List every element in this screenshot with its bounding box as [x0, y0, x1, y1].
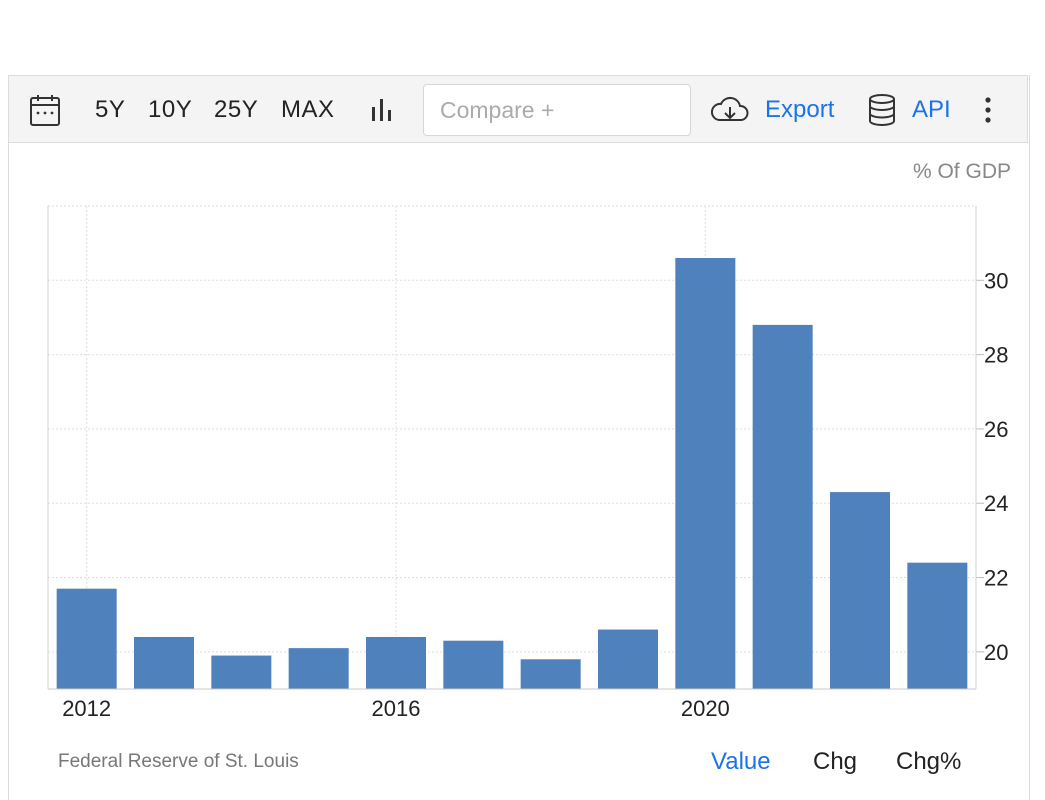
chart-frame [8, 75, 1030, 800]
bar-2019 [598, 629, 658, 689]
bar-2021 [752, 324, 813, 689]
bar-2013 [134, 636, 194, 689]
bar-2022 [830, 492, 890, 689]
bar-chart-icon[interactable] [369, 76, 395, 144]
bar-2020 [675, 258, 736, 689]
tab-chg-percent[interactable]: Chg% [896, 748, 962, 775]
bar-2023 [907, 562, 968, 689]
compare-input[interactable] [423, 84, 691, 136]
range-max-button[interactable]: MAX [281, 96, 335, 123]
unit-label: % Of GDP [912, 160, 1011, 183]
x-tick-label: 2020 [681, 696, 730, 721]
range-10y-button[interactable]: 10Y [148, 96, 193, 123]
bar-2012 [56, 588, 117, 689]
export-link[interactable]: Export [765, 96, 835, 123]
chart-toolbar: 5Y 10Y 25Y MAX Export API [8, 75, 1028, 143]
api-link[interactable]: API [912, 96, 951, 123]
cloud-download-icon[interactable] [709, 76, 751, 144]
bar-2016 [366, 636, 426, 689]
y-tick-label: 26 [984, 417, 1008, 442]
range-25y-button[interactable]: 25Y [214, 96, 259, 123]
calendar-icon[interactable] [29, 76, 61, 144]
source-label: Federal Reserve of St. Louis [58, 751, 299, 772]
y-tick-label: 20 [984, 640, 1008, 665]
y-tick-label: 30 [984, 268, 1008, 293]
vertical-ellipsis-icon[interactable] [983, 76, 993, 144]
tab-chg[interactable]: Chg [813, 748, 858, 775]
bar-2015 [288, 648, 349, 689]
database-icon[interactable] [867, 76, 897, 144]
y-tick-label: 22 [984, 566, 1008, 591]
bar-2017 [443, 640, 504, 689]
x-tick-label: 2016 [372, 696, 421, 721]
y-tick-label: 28 [984, 343, 1008, 368]
tab-value[interactable]: Value [711, 748, 771, 775]
x-tick-label: 2012 [62, 696, 111, 721]
y-tick-label: 24 [984, 491, 1008, 516]
range-5y-button[interactable]: 5Y [95, 96, 126, 123]
bar-2018 [520, 659, 581, 689]
bar-2014 [211, 655, 272, 689]
